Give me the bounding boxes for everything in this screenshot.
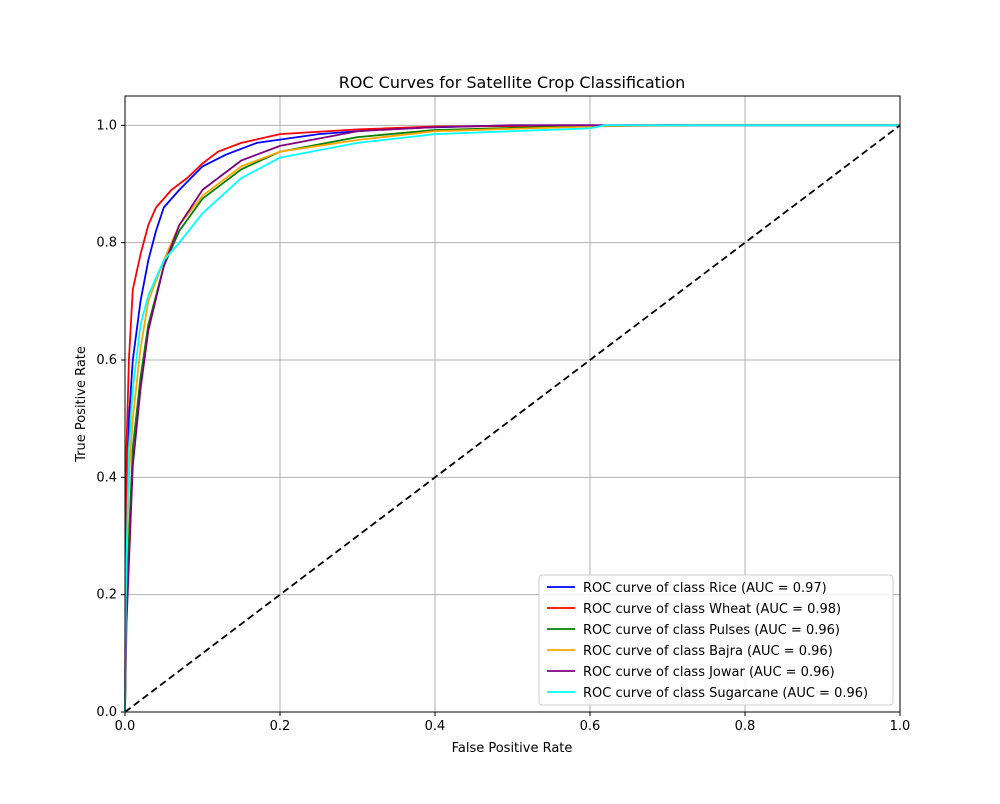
roc-line-series-5 bbox=[124, 124, 900, 713]
y-tick-label: 0.6 bbox=[96, 353, 117, 368]
y-tick-label: 0.4 bbox=[96, 470, 117, 485]
x-tick-label: 0.2 bbox=[270, 719, 291, 734]
legend-entry: ROC curve of class Wheat (AUC = 0.98) bbox=[583, 602, 841, 617]
y-tick-label: 0.0 bbox=[96, 705, 117, 720]
legend-entry: ROC curve of class Bajra (AUC = 0.96) bbox=[583, 644, 833, 659]
legend-entry: ROC curve of class Pulses (AUC = 0.96) bbox=[583, 623, 840, 638]
legend-entry: ROC curve of class Rice (AUC = 0.97) bbox=[583, 581, 827, 596]
chance-diagonal-line bbox=[124, 124, 901, 713]
x-tick-label: 0.4 bbox=[425, 719, 446, 734]
y-tick-label: 0.2 bbox=[96, 588, 117, 603]
roc-line-series-1 bbox=[124, 124, 900, 713]
legend-entry: ROC curve of class Jowar (AUC = 0.96) bbox=[583, 665, 835, 680]
roc-line-series-3 bbox=[124, 124, 900, 713]
legend-box bbox=[538, 574, 894, 706]
y-axis-label: True Positive Rate bbox=[74, 346, 89, 463]
y-tick-label: 1.0 bbox=[96, 118, 117, 133]
x-axis-label: False Positive Rate bbox=[452, 741, 573, 756]
chart-title: ROC Curves for Satellite Crop Classifica… bbox=[339, 73, 686, 92]
x-tick-label: 0.8 bbox=[735, 719, 756, 734]
y-tick-label: 0.8 bbox=[96, 236, 117, 251]
x-tick-label: 1.0 bbox=[890, 719, 911, 734]
legend-entry: ROC curve of class Sugarcane (AUC = 0.96… bbox=[583, 686, 868, 701]
x-tick-label: 0.6 bbox=[580, 719, 601, 734]
legend: ROC curve of class Rice (AUC = 0.97) ROC … bbox=[538, 574, 894, 706]
x-tick-label: 0.0 bbox=[115, 719, 136, 734]
roc-line-series-4 bbox=[124, 124, 900, 713]
plot-frame bbox=[124, 95, 901, 713]
